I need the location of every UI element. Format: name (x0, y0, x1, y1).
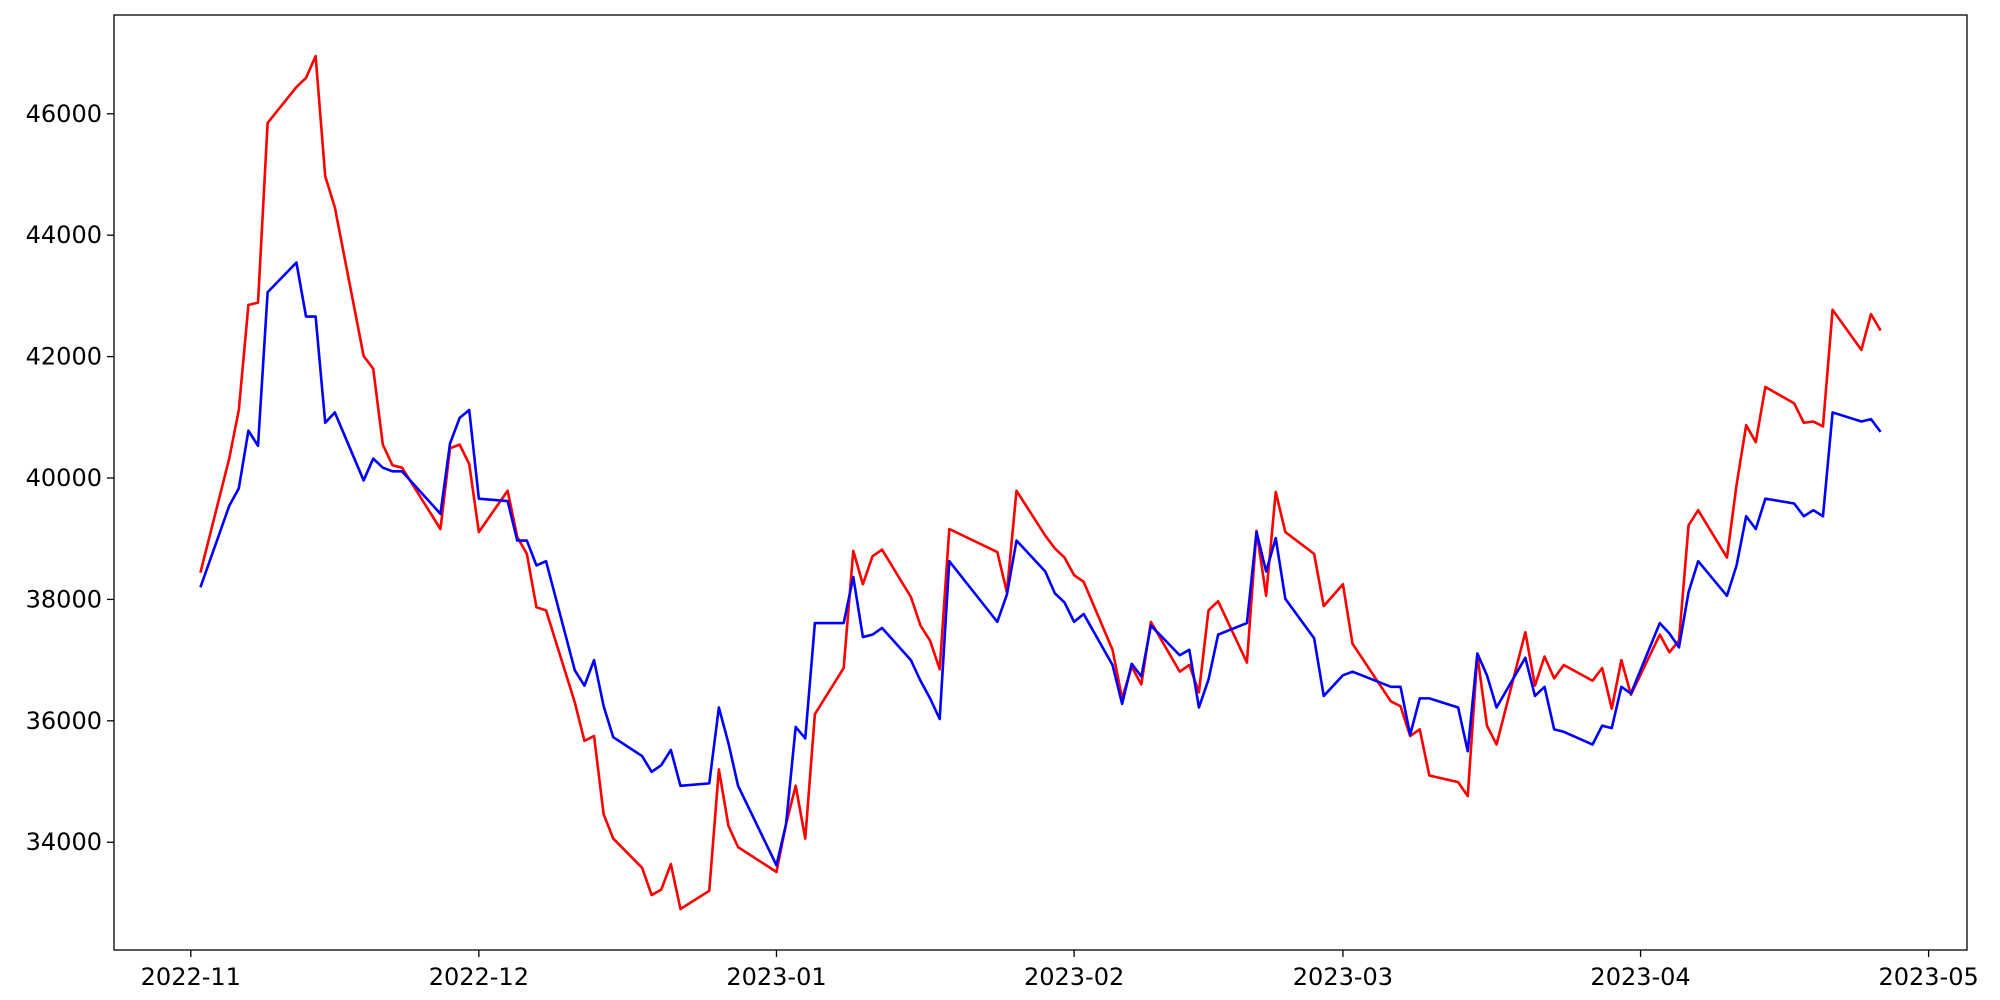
y-tick-label: 42000 (26, 343, 102, 371)
x-tick-label: 2023-03 (1293, 963, 1393, 991)
x-tick-label: 2023-05 (1878, 963, 1978, 991)
y-tick-label: 34000 (26, 828, 102, 856)
series-line (199, 261, 1882, 867)
y-tick-label: 40000 (26, 464, 102, 492)
y-tick-label: 36000 (26, 707, 102, 735)
series-line (199, 54, 1882, 911)
y-tick-label: 38000 (26, 585, 102, 613)
y-tick-label: 44000 (26, 221, 102, 249)
x-tick-label: 2022-12 (429, 963, 529, 991)
y-tick-label: 46000 (26, 100, 102, 128)
x-tick-label: 2023-04 (1590, 963, 1690, 991)
plot-frame (113, 14, 1968, 951)
x-tick-label: 2023-02 (1024, 963, 1124, 991)
x-tick-label: 2022-11 (141, 963, 241, 991)
x-tick-label: 2023-01 (726, 963, 826, 991)
